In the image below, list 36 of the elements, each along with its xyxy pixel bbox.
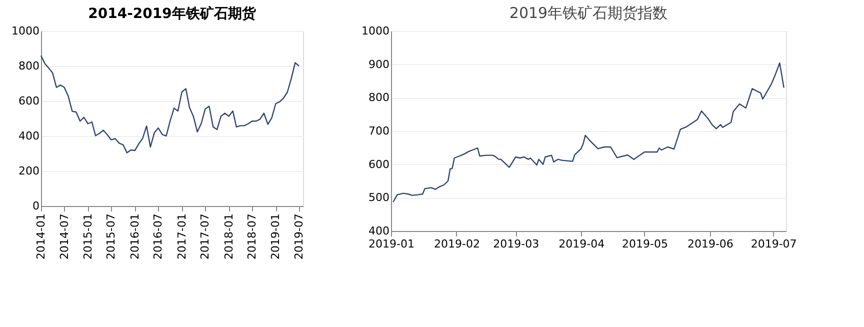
y-tick-label: 400	[18, 130, 40, 142]
x-tick-label: 2019-07	[292, 214, 306, 260]
x-tick-label: 2019-02	[434, 238, 480, 250]
x-tick-label: 2015-07	[104, 214, 118, 260]
y-tick-label: 900	[368, 58, 390, 71]
x-tick-label: 2019-03	[493, 238, 540, 250]
x-tick-label: 2018-07	[246, 214, 259, 260]
x-tick-label: 2019-04	[558, 238, 605, 250]
x-tick-label: 2015-01	[81, 214, 94, 260]
y-tick-label: 400	[368, 224, 390, 238]
x-tick-label: 2014-07	[58, 214, 71, 260]
chart-title: 2019年铁矿石期货指数	[509, 4, 668, 22]
y-tick-label: 800	[18, 60, 40, 72]
x-tick-label: 2017-07	[198, 214, 212, 260]
line-series	[40, 55, 300, 154]
x-tick-label: 2019-05	[622, 238, 668, 250]
x-tick-label: 2019-06	[687, 238, 734, 250]
x-tick-label: 2018-01	[222, 214, 236, 260]
x-tick-label: 2017-01	[175, 214, 188, 260]
x-tick-label: 2019-07	[750, 238, 797, 250]
y-tick-label: 600	[368, 158, 390, 171]
y-tick-label: 1000	[362, 24, 390, 38]
y-tick-label: 600	[18, 94, 40, 108]
line-series	[392, 62, 784, 203]
y-tick-label: 800	[368, 91, 390, 104]
y-tick-label: 700	[368, 124, 390, 138]
y-tick-label: 1000	[12, 24, 40, 38]
x-tick-label: 2014-01	[34, 214, 48, 260]
x-tick-label: 2016-01	[128, 214, 142, 260]
y-tick-label: 500	[368, 191, 390, 204]
chart-title: 2014-2019年铁矿石期货	[88, 5, 257, 22]
x-tick-label: 2016-07	[152, 214, 165, 260]
y-tick-label: 200	[18, 164, 40, 178]
x-tick-label: 2019-01	[368, 238, 414, 250]
x-tick-label: 2019-01	[269, 214, 282, 260]
y-tick-label: 0	[32, 200, 40, 212]
